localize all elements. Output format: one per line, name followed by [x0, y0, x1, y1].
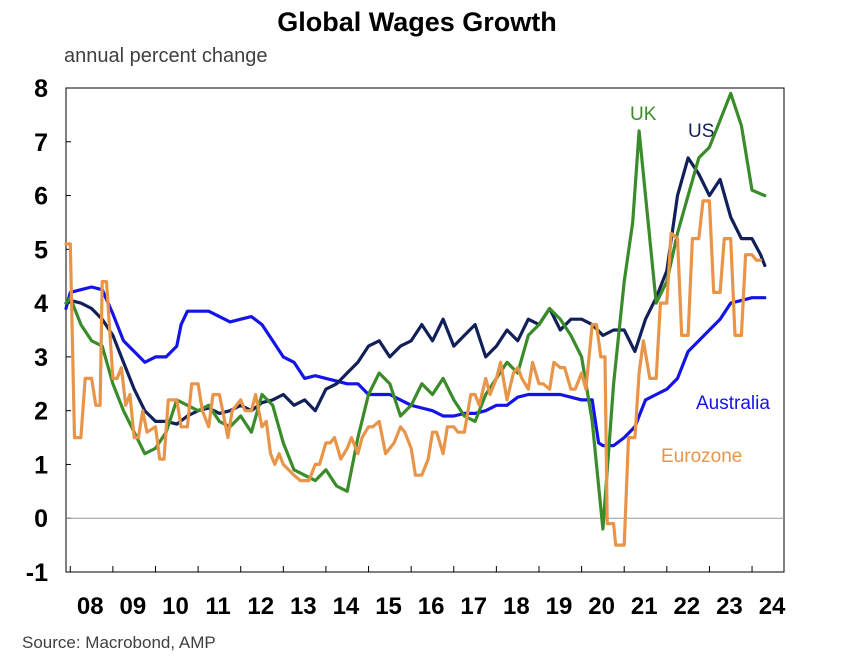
- source-note: Source: Macrobond, AMP: [22, 633, 216, 652]
- x-tick-label: 14: [333, 593, 360, 620]
- x-tick-label: 23: [716, 593, 743, 620]
- x-tick-label: 18: [503, 593, 530, 620]
- x-axis-labels: 08 09 10 11 12 13 14 15 16 17 18 19 20 21 22 23 24: [69, 566, 786, 620]
- y-tick-label: 2: [34, 398, 48, 426]
- series-line-uk: [64, 91, 767, 531]
- plot-frame: [65, 87, 785, 573]
- chart-title: Global Wages Growth: [277, 7, 557, 37]
- x-tick-label: 12: [247, 593, 274, 620]
- y-tick-label: 3: [34, 344, 48, 372]
- x-tick-label: 15: [375, 593, 402, 620]
- y-tick-label: 6: [34, 183, 48, 211]
- y-tick-label: 5: [34, 236, 48, 264]
- series-label-australia: Australia: [696, 393, 770, 414]
- chart-subtitle: annual percent change: [64, 45, 268, 67]
- x-tick-label: 16: [418, 593, 445, 620]
- y-tick-label: 8: [34, 75, 48, 103]
- x-tick-label: 13: [290, 593, 317, 620]
- x-tick-label: 22: [673, 593, 700, 620]
- x-tick-label: 10: [162, 593, 189, 620]
- y-tick-label: -1: [26, 559, 48, 587]
- series-label-uk: UK: [630, 104, 657, 125]
- x-tick-label: 17: [460, 593, 487, 620]
- series-label-eurozone: Eurozone: [661, 446, 742, 467]
- x-tick-label: 19: [546, 593, 573, 620]
- y-tick-label: 1: [34, 451, 48, 479]
- x-tick-label: 11: [205, 593, 230, 620]
- x-tick-label: 24: [759, 593, 786, 620]
- x-tick-label: 20: [588, 593, 615, 620]
- x-tick-label: 21: [631, 593, 658, 620]
- series-line-us: [64, 156, 767, 426]
- y-tick-label: 0: [34, 505, 48, 533]
- series-line-eurozone: [64, 199, 763, 547]
- x-tick-label: 08: [77, 593, 104, 620]
- y-axis-labels: -1 0 1 2 3 4 5 6 7 8: [26, 75, 71, 587]
- plot-area: Australia US UK Eurozone: [64, 87, 785, 573]
- y-tick-label: 7: [34, 129, 48, 157]
- series-label-us: US: [688, 121, 714, 142]
- y-tick-label: 4: [34, 290, 48, 318]
- x-tick-label: 09: [120, 593, 147, 620]
